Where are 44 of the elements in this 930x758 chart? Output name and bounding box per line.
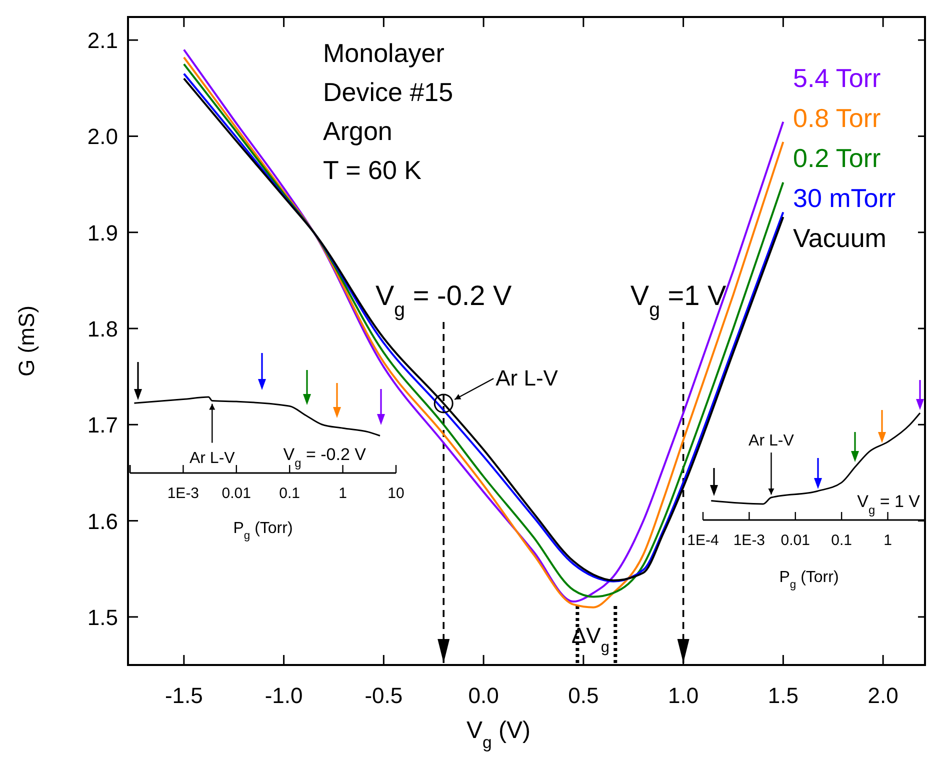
x-tick-label: 10 [388,485,404,502]
y-tick-label: 1.6 [87,508,118,534]
ref-line-label: V$_{g}$ = -0.2 V [375,280,512,321]
y-tick-label: 1.5 [87,604,118,630]
x-tick-label: 1 [884,532,892,549]
y-tick-label: 1.7 [87,412,118,438]
x-axis-title: P$_{g}$ (Torr) [779,569,839,591]
x-tick-label: 0.01 [222,485,251,502]
annotation: Ar L-V [748,432,794,450]
x-tick-label: -1.0 [264,683,303,708]
annotation: V$_{g}$ = -0.2 V [283,445,367,470]
series-label: 0.8 Torr [793,103,882,133]
x-tick-label: 0.01 [780,532,810,549]
x-axis-title: P$_{g}$ (Torr) [233,520,293,542]
x-tick-label: 1 [338,485,347,502]
x-tick-label: 1.5 [768,683,798,708]
x-tick-label: 2.0 [868,683,898,708]
y-tick-label: 2.0 [87,124,118,150]
x-tick-label: 0.1 [831,532,852,549]
annotation: Argon [323,116,392,146]
annotation: Monolayer [323,38,445,68]
y-tick-label: 2.1 [87,28,118,54]
annotation: Ar L-V [496,365,558,390]
annotation: Ar L-V [189,450,236,467]
legend-label: Vacuum [793,223,886,253]
x-tick-label: 1E-3 [733,532,766,549]
annotation: T = 60 K [323,155,422,185]
x-tick-label: 0.0 [468,683,499,708]
x-tick-label: -0.5 [364,683,403,708]
y-tick-label: 1.9 [87,220,118,246]
x-tick-label: 0.1 [279,485,300,502]
annotation: Device #15 [323,77,454,107]
x-axis-title: V$_{g}$ (V) [466,717,531,752]
series-label: 0.2 Torr [793,143,882,173]
x-tick-label: 1.0 [668,683,699,708]
x-tick-label: 1E-3 [167,485,200,502]
series-label: 30 mTorr [793,183,896,213]
y-axis-title: G (mS) [14,306,39,376]
x-tick-label: 1E-4 [687,532,719,549]
x-tick-label: 0.5 [568,683,599,708]
series-label: 5.4 Torr [793,63,882,93]
x-tick-label: -1.5 [164,683,203,708]
y-tick-label: 1.8 [87,316,118,342]
annotation: V$_{g}$ = 1 V [857,492,921,517]
